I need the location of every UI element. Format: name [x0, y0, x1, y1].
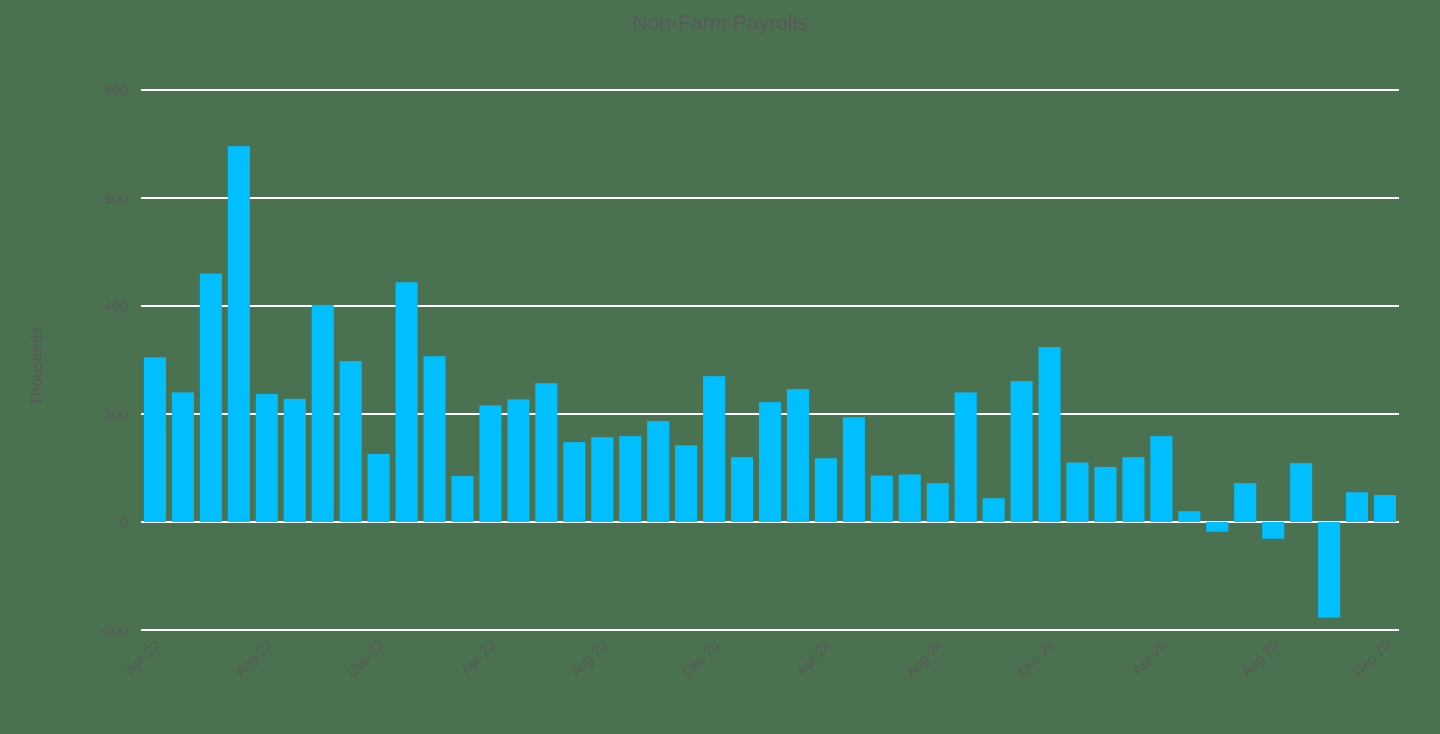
bar [1234, 483, 1257, 522]
bar [675, 445, 698, 522]
y-tick-label: 800 [105, 82, 129, 98]
bar [1262, 522, 1285, 539]
x-tick-label: Dec-23 [679, 637, 722, 680]
bar [954, 392, 977, 522]
bar [535, 383, 558, 522]
x-tick-label: Aug-22 [232, 637, 275, 680]
bar [870, 475, 893, 522]
bar [647, 421, 670, 522]
bar [591, 437, 614, 522]
y-tick-label: 0 [120, 514, 128, 530]
x-tick-label: Aug-23 [567, 637, 610, 680]
bar [842, 417, 865, 522]
x-tick-label: Apr-24 [793, 637, 834, 678]
y-axis-ticks: -200 0 200 400 600 800 [100, 82, 128, 638]
x-tick-label: Apr-22 [122, 637, 163, 678]
bar-series [143, 146, 1397, 618]
bar [786, 389, 809, 522]
bar [423, 356, 446, 522]
bar [227, 146, 250, 522]
y-tick-label: 400 [105, 298, 129, 314]
bar [1206, 522, 1229, 532]
bar [479, 405, 502, 522]
bar [311, 304, 334, 522]
x-tick-label: Aug-25 [1238, 637, 1281, 680]
bar [339, 361, 362, 522]
bar [255, 394, 278, 522]
x-tick-label: Dec-25 [1350, 637, 1393, 680]
bar [703, 376, 726, 522]
bar [898, 474, 921, 522]
x-tick-label: Dec-22 [344, 637, 387, 680]
bar [395, 282, 418, 522]
x-tick-label: Aug-24 [903, 637, 946, 680]
bar [1038, 347, 1061, 522]
x-tick-label: Apr-25 [1128, 637, 1169, 678]
bar [1150, 436, 1173, 522]
bar [199, 273, 222, 522]
bar [283, 398, 306, 522]
bar [1373, 495, 1397, 522]
bar [367, 453, 390, 522]
bar [758, 402, 782, 522]
bar [1178, 511, 1201, 522]
bar [1010, 381, 1033, 522]
chart-title: Non-Farm Payrolls [632, 12, 808, 35]
bar [451, 476, 474, 522]
bar [619, 436, 642, 522]
x-axis-ticks: Apr-22 Aug-22 Dec-22 Apr-23 Aug-23 Dec-23 Apr-… [122, 637, 1393, 680]
bar [507, 399, 530, 522]
bar [1122, 457, 1145, 522]
bar [814, 458, 837, 522]
bar [926, 483, 949, 522]
y-tick-label: -200 [100, 622, 128, 638]
bar [171, 392, 194, 522]
bar [143, 357, 167, 522]
bar [563, 442, 586, 522]
bar [1318, 522, 1341, 618]
bar [731, 457, 754, 522]
bar [982, 498, 1005, 522]
bar [1066, 462, 1089, 522]
x-tick-label: Apr-23 [458, 637, 499, 678]
y-tick-label: 200 [105, 406, 129, 422]
bar [1290, 463, 1313, 522]
y-tick-label: 600 [105, 190, 129, 206]
bar [1094, 466, 1117, 522]
bar [1346, 492, 1369, 522]
x-tick-label: Dec-24 [1014, 637, 1057, 680]
